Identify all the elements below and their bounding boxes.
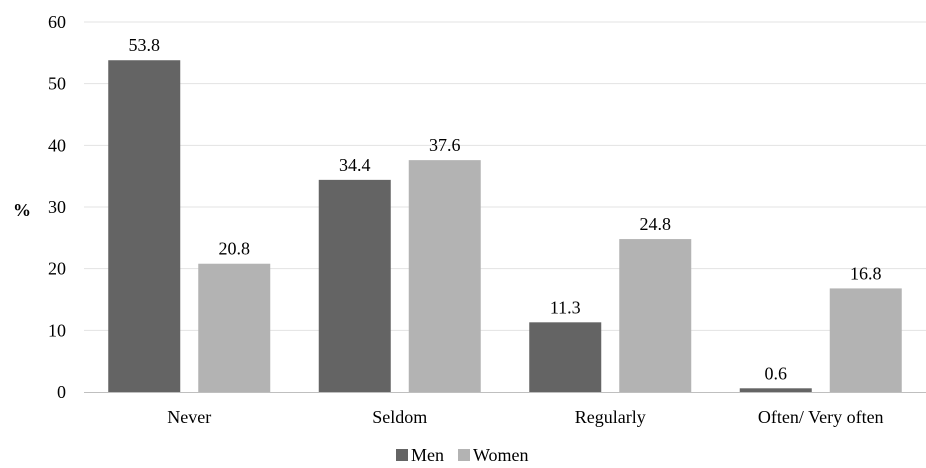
- y-tick-label: 30: [48, 197, 66, 217]
- data-label: 53.8: [129, 35, 161, 55]
- legend: Men Women: [396, 445, 529, 465]
- data-label: 37.6: [429, 135, 461, 155]
- bar-men-1: [318, 179, 391, 392]
- y-axis: 0 10 20 30 40 50 60: [48, 12, 66, 402]
- legend-swatch-women: [458, 449, 470, 461]
- data-labels: 53.8 20.8 34.4 37.6 11.3 24.8 0.6 16.8: [129, 35, 882, 383]
- y-tick-label: 50: [48, 74, 66, 94]
- y-tick-label: 10: [48, 320, 66, 340]
- x-axis: Never Seldom Regularly Often/ Very often: [84, 392, 926, 427]
- data-label: 34.4: [339, 155, 371, 175]
- y-axis-title: %: [13, 200, 31, 220]
- bar-women-1: [408, 160, 481, 392]
- legend-label: Women: [473, 445, 529, 465]
- x-tick-label: Seldom: [372, 407, 427, 427]
- data-label: 0.6: [765, 363, 788, 383]
- x-tick-label: Never: [167, 407, 211, 427]
- y-tick-label: 40: [48, 135, 66, 155]
- data-label: 24.8: [640, 214, 672, 234]
- y-tick-label: 60: [48, 12, 66, 32]
- legend-label: Men: [411, 445, 444, 465]
- y-tick-label: 20: [48, 259, 66, 279]
- bar-women-0: [198, 263, 271, 392]
- legend-swatch-men: [396, 449, 408, 461]
- bar-men-2: [529, 322, 602, 392]
- y-tick-label: 0: [57, 382, 66, 402]
- data-label: 11.3: [550, 297, 581, 317]
- bar-men-3: [739, 388, 812, 392]
- x-tick-label: Regularly: [575, 407, 646, 427]
- bars: [108, 60, 902, 392]
- data-label: 16.8: [850, 263, 882, 283]
- bar-women-3: [829, 288, 902, 392]
- bar-men-0: [108, 60, 181, 392]
- x-tick-label: Often/ Very often: [758, 407, 884, 427]
- data-label: 20.8: [219, 239, 251, 259]
- bar-women-2: [619, 239, 692, 392]
